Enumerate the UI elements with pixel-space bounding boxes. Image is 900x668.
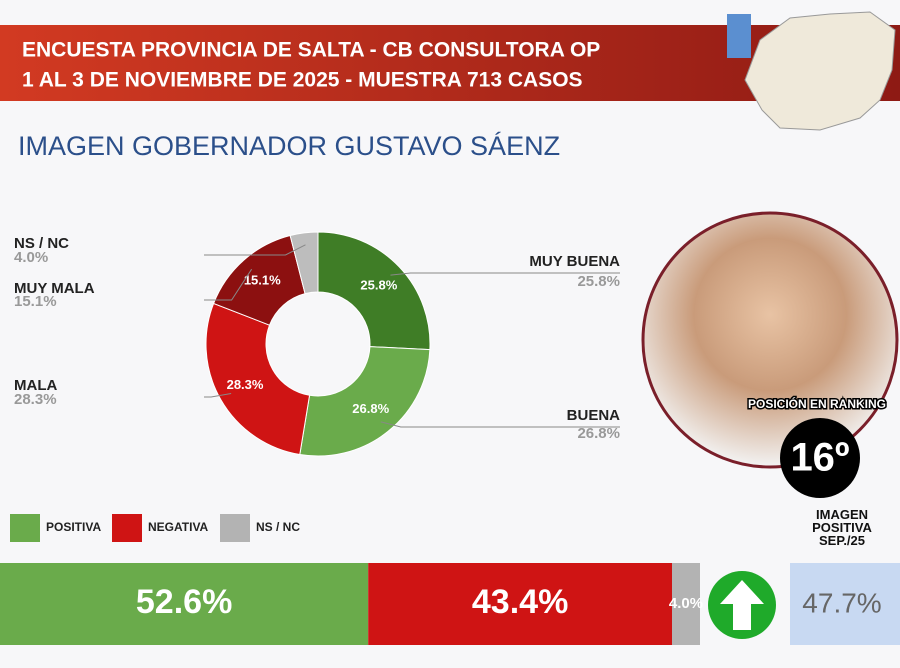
slice-label: 15.1% xyxy=(244,273,281,288)
category-value: 26.8% xyxy=(577,425,620,442)
category-label: MUY BUENA xyxy=(529,253,620,270)
bar-label: 4.0% xyxy=(669,595,703,612)
bar-label: 52.6% xyxy=(136,583,232,621)
category-value: 25.8% xyxy=(577,273,620,290)
legend-label: NEGATIVA xyxy=(148,520,209,534)
legend-label: NS / NC xyxy=(256,520,300,534)
previous-label: IMAGEN POSITIVA SEP./25 xyxy=(812,508,872,548)
category-value: 4.0% xyxy=(14,249,48,266)
slice-label: 25.8% xyxy=(360,278,397,293)
subtitle: IMAGEN GOBERNADOR GUSTAVO SÁENZ xyxy=(18,131,560,161)
trend-arrow xyxy=(720,580,764,630)
bar-segment xyxy=(672,563,700,645)
leader-line xyxy=(204,268,253,301)
bar-label: 43.4% xyxy=(472,583,568,621)
leader-line xyxy=(204,393,232,398)
category-label: MALA xyxy=(14,377,57,394)
legend-swatch xyxy=(112,514,142,542)
ranking-badge xyxy=(780,418,860,498)
leader-line xyxy=(380,421,620,428)
category-label: BUENA xyxy=(567,407,621,424)
legend-label: POSITIVA xyxy=(46,520,101,534)
donut-slice xyxy=(299,346,431,457)
category-value: 15.1% xyxy=(14,293,57,310)
category-value: 28.3% xyxy=(14,391,57,408)
previous-value: 47.7% xyxy=(802,587,881,618)
donut-slice xyxy=(205,302,311,456)
previous-label-box: IMAGEN POSITIVA SEP./25 xyxy=(812,508,872,548)
legend-swatch xyxy=(220,514,250,542)
slice-label: 26.8% xyxy=(352,401,389,416)
ranking-position: 16º xyxy=(790,436,849,480)
category-label: NS / NC xyxy=(14,235,69,252)
previous-box xyxy=(790,563,900,645)
bar-segment xyxy=(368,563,672,645)
portrait xyxy=(641,211,899,469)
slice-label: 28.3% xyxy=(227,377,264,392)
donut-slice xyxy=(289,231,319,295)
ranking-label: POSICIÓN EN RANKING xyxy=(748,396,886,411)
leader-line xyxy=(390,272,620,276)
leader-line xyxy=(204,244,306,256)
legend-swatch xyxy=(10,514,40,542)
map xyxy=(744,11,896,131)
bar-segment xyxy=(0,563,369,645)
donut-slice xyxy=(317,231,431,351)
category-label: MUY MALA xyxy=(14,280,95,297)
header-title: 1 AL 3 DE NOVIEMBRE DE 2025 - MUESTRA 71… xyxy=(22,69,583,92)
header-title: ENCUESTA PROVINCIA DE SALTA - CB CONSULT… xyxy=(22,39,600,62)
map-inset xyxy=(727,14,751,58)
